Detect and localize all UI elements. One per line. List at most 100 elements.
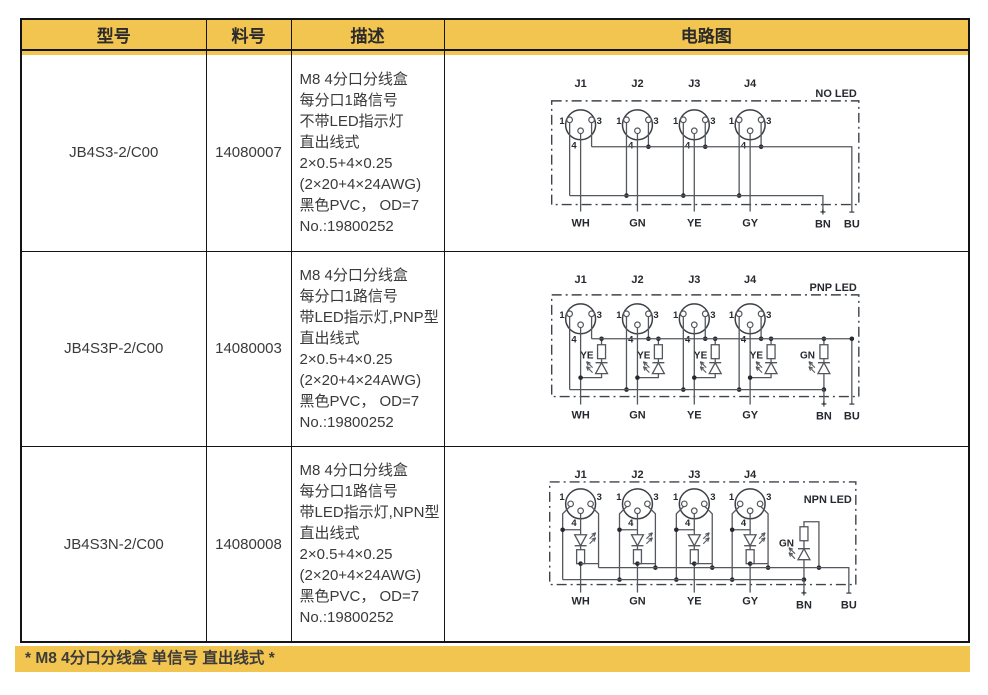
svg-text:J1: J1 — [574, 77, 586, 89]
col-header-model: 型号 — [20, 18, 207, 51]
circuit-cell: NPN LED J1 1 3 4 WH J2 1 3 4 GN J3 1 3 4 YE J4 1 3 4 GY GN + BN… — [443, 446, 970, 643]
svg-text:YE: YE — [693, 350, 707, 361]
svg-text:BU: BU — [843, 218, 859, 230]
svg-text:J3: J3 — [688, 77, 700, 89]
description-line: (2×20+4×24AWG) — [299, 567, 422, 585]
svg-text:J4: J4 — [744, 77, 757, 89]
svg-text:3: 3 — [596, 115, 601, 126]
product-spec-table: 型号 料号 描述 电路图 JB4S3-2/C00 14080007 M8 4分口… — [20, 18, 970, 644]
description-line: 2×0.5+4×0.25 — [299, 350, 393, 368]
svg-text:−: − — [848, 207, 854, 218]
svg-text:WH: WH — [571, 595, 589, 607]
svg-text:GY: GY — [742, 217, 759, 229]
table-row: JB4S3P-2/C00 14080003 M8 4分口分线盒 每分口1路信号 带L… — [20, 251, 970, 447]
svg-text:YE: YE — [749, 350, 763, 361]
description-line: 2×0.5+4×0.25 — [299, 546, 393, 564]
svg-text:GY: GY — [742, 409, 759, 421]
svg-text:BN: BN — [815, 218, 831, 230]
svg-text:NO LED: NO LED — [815, 87, 856, 99]
svg-text:1: 1 — [728, 115, 733, 126]
svg-text:4: 4 — [571, 334, 577, 345]
svg-text:3: 3 — [653, 309, 658, 320]
svg-text:J1: J1 — [574, 469, 586, 481]
description-line: 直出线式 — [299, 329, 360, 347]
description-line: No.:19800252 — [299, 217, 394, 235]
svg-text:YE: YE — [686, 409, 701, 421]
circuit-cell: PNP LED J1 1 3 4 WH YE J2 1 3 4 GN YE J3 1 3 4 YE YE J4 1 3 4 G… — [443, 251, 970, 447]
col-header-circuit-diagram: 电路图 — [443, 18, 970, 51]
description-line: (2×20+4×24AWG) — [299, 371, 422, 389]
header-row: 型号 料号 描述 电路图 — [20, 18, 970, 51]
circuit-cell: NO LED J1 1 3 4 WH J2 1 3 4 GN J3 1 3 4 YE J4 1 3 4 GY + BN − BU — [443, 55, 970, 252]
svg-text:YE: YE — [637, 350, 651, 361]
svg-text:J2: J2 — [631, 273, 643, 285]
svg-text:PNP LED: PNP LED — [809, 281, 856, 293]
svg-text:1: 1 — [673, 115, 678, 126]
svg-text:4: 4 — [571, 140, 577, 151]
svg-text:−: − — [848, 399, 854, 410]
description-line: No.:19800252 — [299, 609, 394, 627]
svg-text:J1: J1 — [574, 273, 586, 285]
svg-text:1: 1 — [673, 492, 678, 503]
description-cell: M8 4分口分线盒 每分口1路信号带LED指示灯,NPN型 直出线式 2×0.5+4×… — [290, 446, 445, 643]
svg-text:3: 3 — [766, 492, 771, 503]
svg-text:J4: J4 — [744, 469, 757, 481]
svg-text:J3: J3 — [688, 273, 700, 285]
circuit-diagram-npn-led: NPN LED J1 1 3 4 WH J2 1 3 4 GN J3 1 3 4 YE J4 1 3 4 GY GN +BN… — [548, 469, 856, 611]
svg-text:3: 3 — [653, 115, 658, 126]
part-number-cell: 14080008 — [205, 446, 292, 643]
svg-text:WH: WH — [571, 409, 589, 421]
description-line: 每分口1路信号 — [299, 287, 398, 305]
description-line: 黑色PVC， OD=7 — [299, 588, 420, 606]
svg-text:1: 1 — [728, 309, 733, 320]
svg-text:GN: GN — [799, 350, 814, 361]
footer-note: * M8 4分口分线盒 单信号 直出线式 * — [15, 646, 970, 672]
table-row: JB4S3-2/C00 14080007 M8 4分口分线盒 每分口1路信号 不带L… — [20, 55, 970, 252]
svg-text:WH: WH — [571, 217, 589, 229]
svg-text:YE: YE — [580, 350, 594, 361]
description-line: 带LED指示灯,NPN型 — [299, 504, 440, 522]
svg-text:−: − — [845, 589, 851, 600]
svg-text:3: 3 — [710, 309, 715, 320]
description-line: 直出线式 — [299, 525, 360, 543]
description-line: 黑色PVC， OD=7 — [299, 392, 420, 410]
svg-text:BN: BN — [816, 410, 832, 422]
svg-text:J3: J3 — [688, 469, 700, 481]
svg-text:1: 1 — [616, 309, 621, 320]
svg-text:J2: J2 — [631, 77, 643, 89]
svg-text:1: 1 — [673, 309, 678, 320]
svg-text:4: 4 — [685, 334, 691, 345]
svg-text:YE: YE — [686, 217, 701, 229]
svg-text:3: 3 — [766, 309, 771, 320]
svg-text:+: + — [821, 399, 827, 410]
svg-text:4: 4 — [628, 334, 634, 345]
description-line: M8 4分口分线盒 — [299, 70, 408, 88]
model-cell: JB4S3N-2/C00 — [20, 446, 207, 643]
svg-text:BU: BU — [843, 410, 859, 422]
svg-text:4: 4 — [628, 518, 634, 529]
description-line: 不带LED指示灯 — [299, 112, 404, 130]
svg-text:BU: BU — [840, 599, 856, 611]
svg-text:3: 3 — [710, 492, 715, 503]
svg-text:GN: GN — [779, 539, 794, 550]
description-line: 直出线式 — [299, 133, 360, 151]
description-line: 每分口1路信号 — [299, 91, 398, 109]
svg-text:GN: GN — [629, 409, 646, 421]
svg-text:1: 1 — [728, 492, 733, 503]
description-line: 带LED指示灯,PNP型 — [299, 308, 439, 326]
description-line: 每分口1路信号 — [299, 483, 398, 501]
svg-text:4: 4 — [740, 334, 746, 345]
description-line: M8 4分口分线盒 — [299, 462, 408, 480]
svg-text:YE: YE — [686, 595, 701, 607]
svg-text:J4: J4 — [744, 273, 757, 285]
part-number-cell: 14080003 — [205, 251, 292, 447]
svg-text:3: 3 — [710, 115, 715, 126]
svg-text:3: 3 — [766, 115, 771, 126]
svg-text:3: 3 — [596, 309, 601, 320]
svg-text:1: 1 — [559, 115, 564, 126]
description-line: 2×0.5+4×0.25 — [299, 154, 393, 172]
svg-text:4: 4 — [685, 518, 691, 529]
svg-text:BN: BN — [796, 599, 812, 611]
